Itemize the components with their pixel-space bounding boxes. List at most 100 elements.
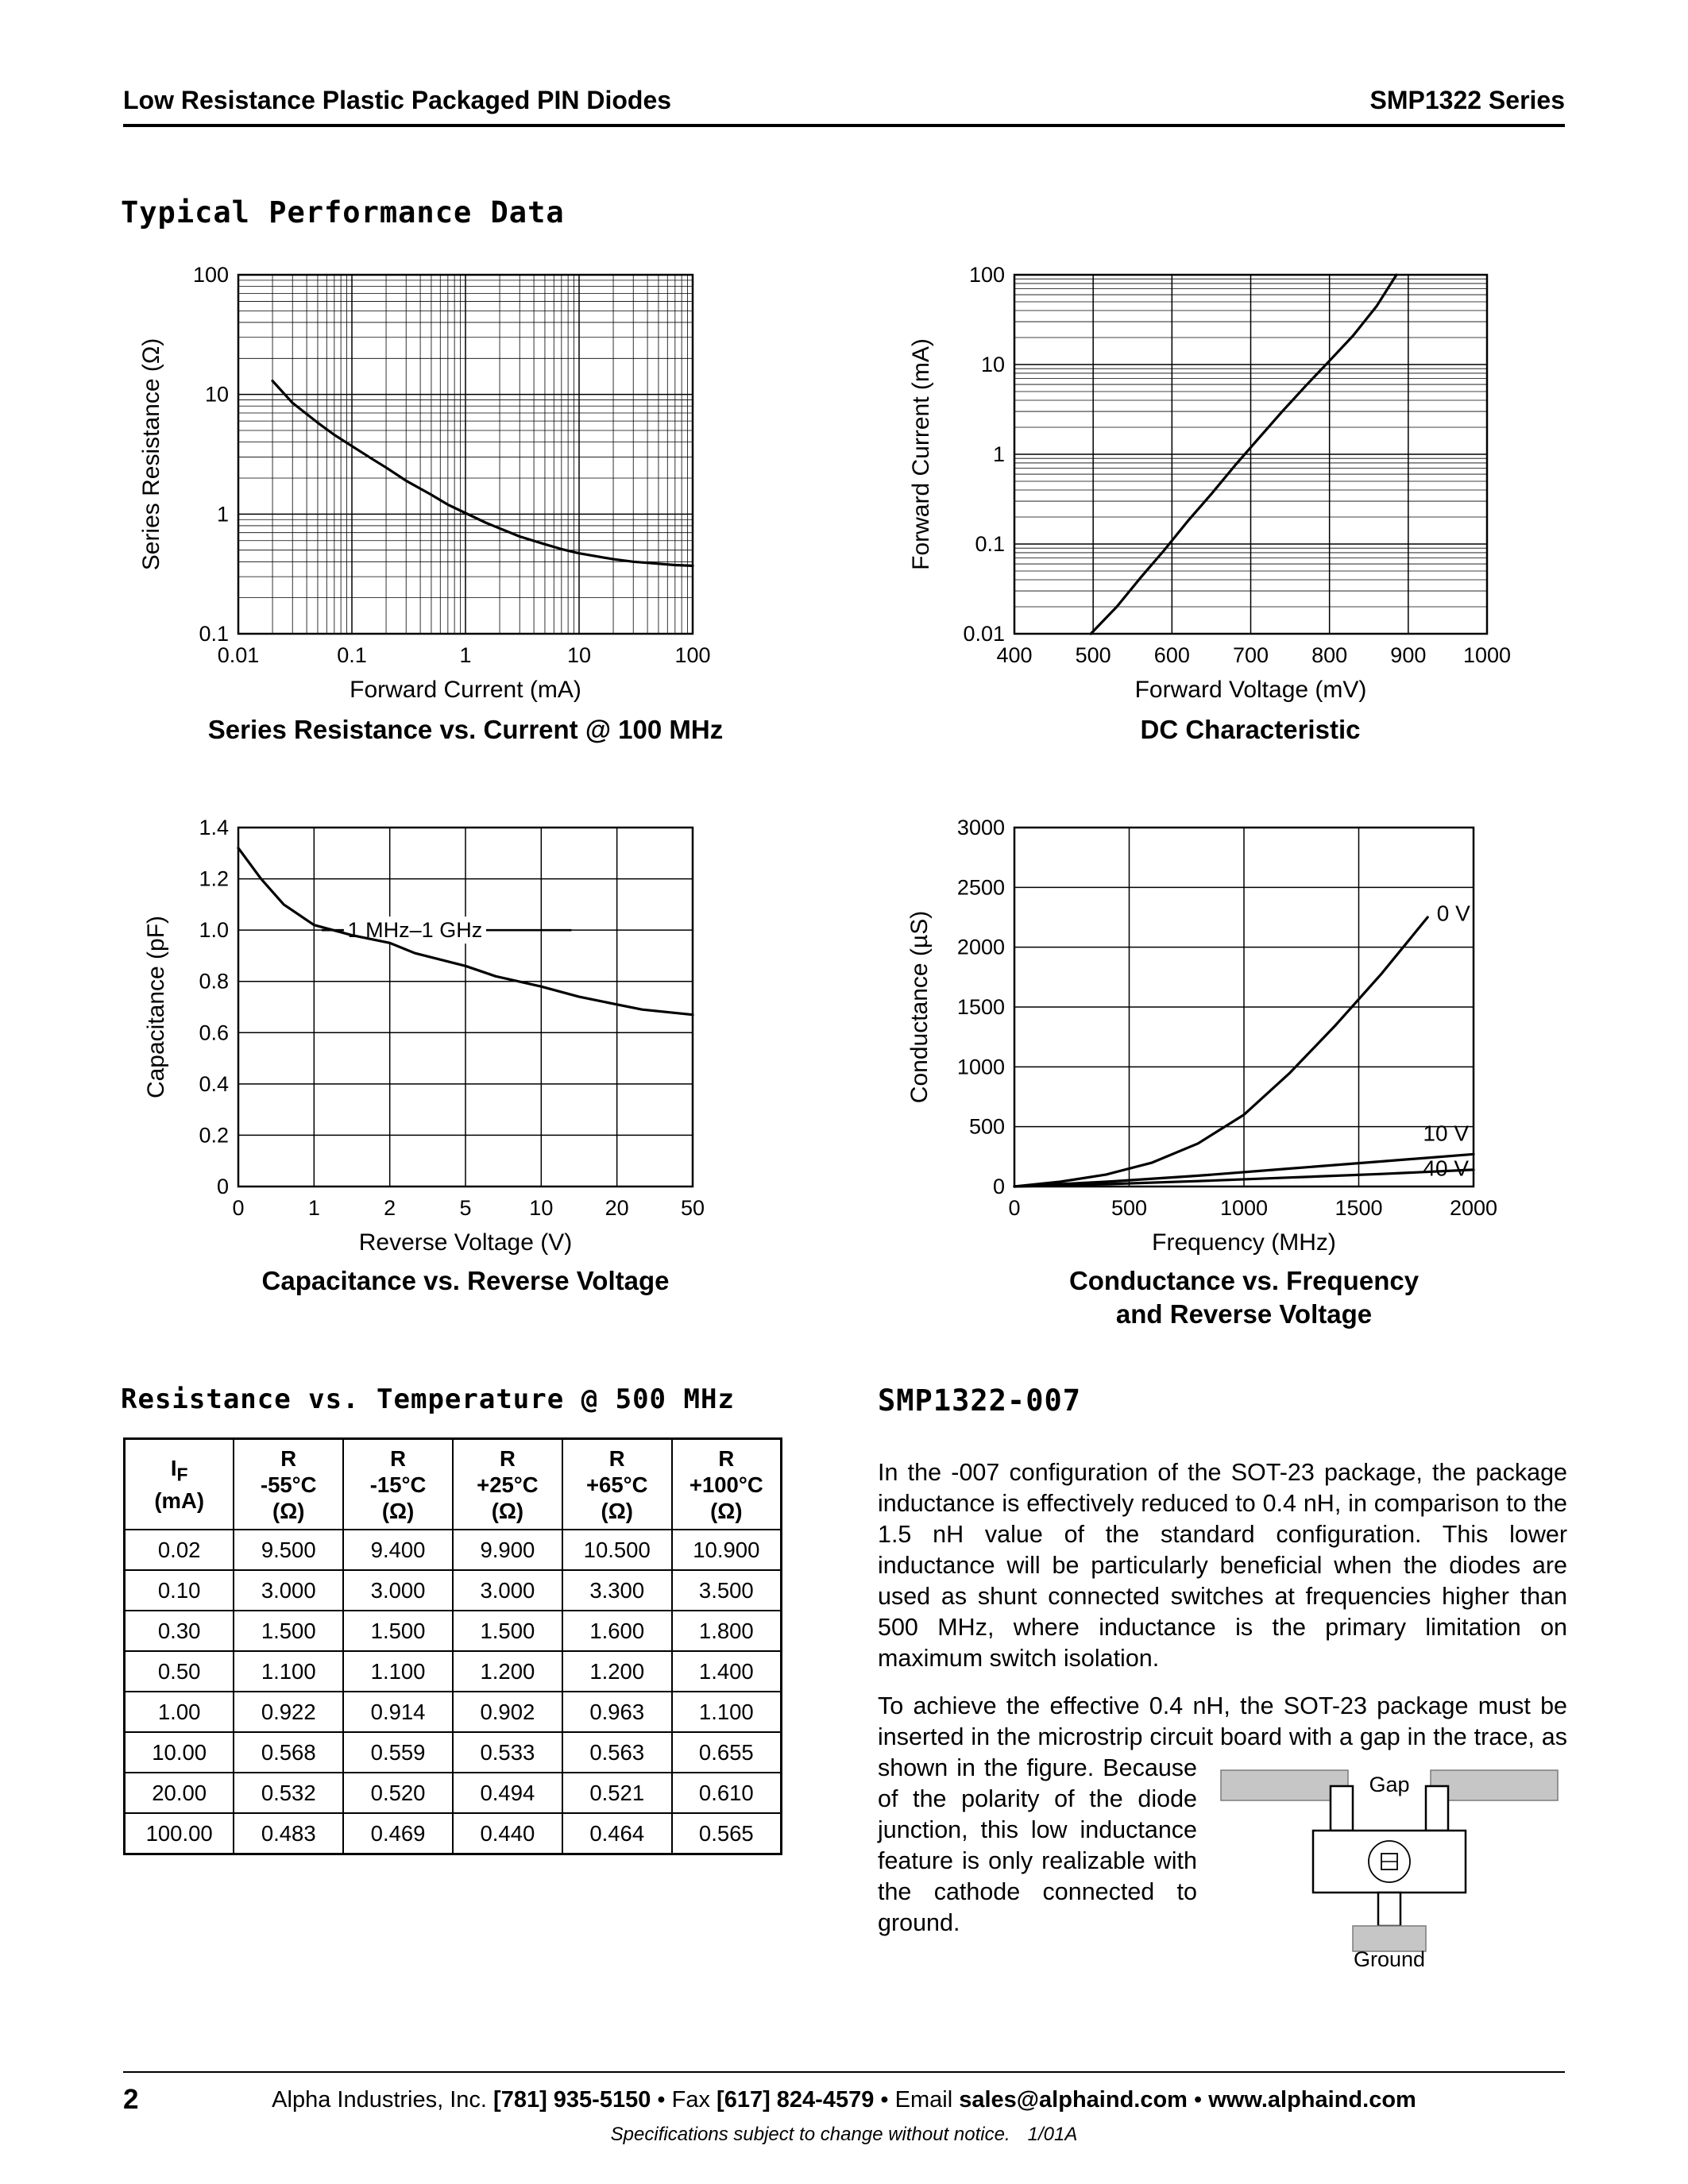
- svg-text:10: 10: [567, 643, 591, 667]
- table-cell: 0.464: [561, 1812, 673, 1855]
- x-axis-label: Forward Voltage (mV): [1135, 677, 1367, 703]
- table-cell: 0.902: [451, 1691, 563, 1733]
- table-cell: 0.922: [233, 1691, 345, 1733]
- footer-note: Specifications subject to change without…: [0, 2124, 1688, 2146]
- table-row: 0.50 1.100 1.100 1.200 1.200 1.400: [123, 1650, 782, 1692]
- footer-contact-line: Alpha Industries, Inc. [781] 935-5150 • …: [0, 2087, 1688, 2113]
- footer-text: [781] 935-5150: [493, 2087, 651, 2113]
- svg-text:0: 0: [1008, 1196, 1020, 1220]
- microstrip-figure-canvas: Gap Ground: [1220, 1769, 1559, 1969]
- svg-text:0: 0: [993, 1175, 1005, 1198]
- footer-link[interactable]: www.alphaind.com: [1208, 2087, 1416, 2113]
- svg-text:10: 10: [981, 353, 1005, 376]
- table-cell: 0.483: [233, 1812, 345, 1855]
- plot-frame: [1013, 273, 1489, 635]
- section-title-resistance-vs-temperature: Resistance vs. Temperature @ 500 MHz: [121, 1383, 735, 1415]
- svg-text:0.01: 0.01: [963, 622, 1005, 646]
- chart-conductance: 0 500 1000 1500 2000 0 500 1000 1500 2000 2500 3000…: [878, 807, 1569, 1256]
- svg-text:3000: 3000: [957, 816, 1005, 839]
- footer-text: •: [1187, 2087, 1209, 2113]
- svg-text:2500: 2500: [957, 875, 1005, 899]
- table-cell: 1.500: [233, 1610, 345, 1652]
- section-title-typical-performance: Typical Performance Data: [121, 195, 565, 230]
- table-cell: 1.500: [342, 1610, 454, 1652]
- table-cell: 1.100: [670, 1691, 782, 1733]
- table-cell: 0.30: [123, 1610, 235, 1652]
- svg-text:0.01: 0.01: [218, 643, 260, 667]
- svg-text:1: 1: [993, 442, 1005, 466]
- chart-title-conductance-line1: Conductance vs. Frequency: [1068, 1266, 1420, 1295]
- svg-text:50: 50: [681, 1196, 705, 1220]
- series-curve-10 V: [1013, 1152, 1475, 1188]
- svg-text:2000: 2000: [957, 936, 1005, 959]
- chart-series-resistance: 0.01 0.1 1 10 100 100 10 1 0.1 Forward Current (m…: [119, 260, 810, 710]
- svg-text:0.6: 0.6: [199, 1021, 229, 1044]
- svg-text:0.4: 0.4: [199, 1072, 229, 1096]
- footer-revision: 1/01A: [1027, 2124, 1078, 2145]
- svg-text:0.8: 0.8: [199, 970, 229, 994]
- svg-text:0.1: 0.1: [199, 622, 229, 646]
- package-lead-left-icon: [1329, 1785, 1354, 1831]
- chart-title-conductance: Conductance vs. Frequency and Reverse Vo…: [1069, 1264, 1419, 1331]
- tick-labels: 0 1 2 5 10 20 50 0 0.2 0.4 0.6 0.8 1.0 1.2 1.4: [199, 816, 705, 1220]
- table-cell: 0.521: [561, 1772, 673, 1814]
- svg-text:0.2: 0.2: [199, 1123, 229, 1147]
- svg-text:1000: 1000: [957, 1055, 1005, 1078]
- microstrip-trace-right: [1430, 1769, 1559, 1801]
- table-header-cell: R +100°C (Ω): [670, 1437, 782, 1530]
- x-axis-label: Reverse Voltage (V): [359, 1229, 572, 1256]
- resistance-temperature-table: IF (mA) R -55°C (Ω) R -15°C (Ω) R +25°C (Ω) R +65°C(…: [123, 1437, 782, 1855]
- series-curve-0 V: [1013, 916, 1429, 1188]
- svg-text:500: 500: [1076, 643, 1111, 667]
- table-cell: 0.494: [451, 1772, 563, 1814]
- x-axis-label: Frequency (MHz): [1152, 1229, 1336, 1256]
- table-cell: 1.600: [561, 1610, 673, 1652]
- footer-link[interactable]: sales@alphaind.com: [959, 2087, 1188, 2113]
- table-cell: 9.900: [451, 1529, 563, 1571]
- svg-text:100: 100: [674, 643, 710, 667]
- y-axis-label: Capacitance (pF): [143, 916, 169, 1098]
- microstrip-figure: Gap Ground: [1211, 1758, 1567, 1969]
- table-cell: 0.50: [123, 1650, 235, 1692]
- table-cell: 3.000: [233, 1569, 345, 1611]
- table-header-cell: R -15°C (Ω): [342, 1437, 454, 1530]
- table-cell: 20.00: [123, 1772, 235, 1814]
- smp-paragraph-2-part2: gap in the trace, as shown in the figure…: [878, 1723, 1567, 1936]
- svg-text:2000: 2000: [1450, 1196, 1497, 1220]
- svg-text:20: 20: [605, 1196, 629, 1220]
- svg-text:900: 900: [1390, 643, 1426, 667]
- table-cell: 0.559: [342, 1731, 454, 1773]
- table-cell: 3.000: [342, 1569, 454, 1611]
- footer-text: • Email: [874, 2087, 960, 2113]
- table-cell: 1.500: [451, 1610, 563, 1652]
- package-lead-right-icon: [1424, 1785, 1450, 1831]
- svg-text:100: 100: [193, 263, 229, 287]
- table-cell: 0.568: [233, 1731, 345, 1773]
- svg-text:600: 600: [1154, 643, 1190, 667]
- chart-canvas-conductance: 0 500 1000 1500 2000 0 500 1000 1500 2000 2500 3000…: [906, 816, 1497, 1256]
- table-cell: 0.914: [342, 1691, 454, 1733]
- microstrip-trace-left: [1220, 1769, 1349, 1801]
- table-cell: 3.300: [561, 1569, 673, 1611]
- table-header-cell: IF (mA): [123, 1437, 235, 1530]
- table-cell: 0.533: [451, 1731, 563, 1773]
- svg-text:1: 1: [308, 1196, 320, 1220]
- svg-text:0.1: 0.1: [337, 643, 367, 667]
- svg-text:0.1: 0.1: [975, 532, 1005, 556]
- x-axis-label: Forward Current (mA): [350, 677, 581, 703]
- table-cell: 1.00: [123, 1691, 235, 1733]
- table-row: 10.00 0.568 0.559 0.533 0.563 0.655: [123, 1731, 782, 1773]
- header-left-title: Low Resistance Plastic Packaged PIN Diod…: [123, 86, 672, 114]
- table-cell: 0.440: [451, 1812, 563, 1855]
- svg-text:400: 400: [996, 643, 1032, 667]
- annotation: 1 MHz–1 GHz: [321, 916, 572, 944]
- svg-text:0: 0: [232, 1196, 244, 1220]
- footer-text: Alpha Industries, Inc.: [272, 2087, 494, 2113]
- table-cell: 1.200: [451, 1650, 563, 1692]
- footer-note-text: Specifications subject to change without…: [610, 2124, 1010, 2145]
- svg-text:1500: 1500: [1335, 1196, 1382, 1220]
- smp-paragraph-2-part1: To achieve the effective 0.4 nH, the SOT…: [878, 1692, 1567, 1750]
- table-cell: 1.200: [561, 1650, 673, 1692]
- table-cell: 0.655: [670, 1731, 782, 1773]
